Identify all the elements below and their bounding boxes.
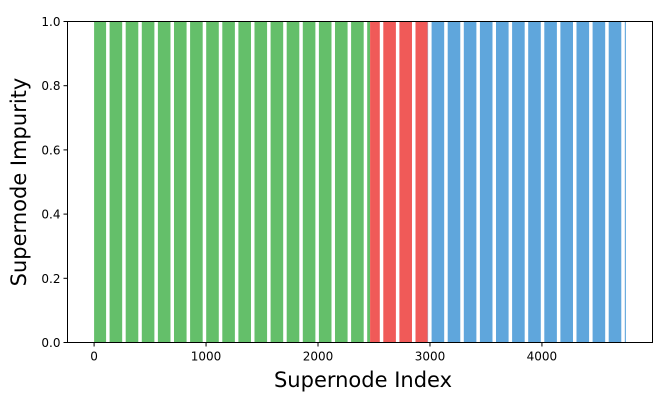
bar-gap — [267, 21, 271, 343]
x-tick-label: 0 — [90, 350, 98, 364]
bar-gap — [444, 21, 448, 343]
bar-gap — [395, 21, 400, 343]
x-ticks: 0 1000 2000 3000 4000 — [90, 342, 558, 364]
y-tick-label: 0.6 — [41, 143, 60, 157]
bar-gap — [476, 21, 480, 343]
bar-segment-0 — [94, 21, 371, 343]
bar-gap — [428, 21, 432, 343]
x-tick-label: 1000 — [191, 350, 222, 364]
bar-gap — [283, 21, 287, 343]
bar-gap — [315, 21, 319, 343]
y-tick-label: 1.0 — [41, 15, 60, 29]
bar-gap — [202, 21, 207, 343]
bar-gap — [122, 21, 126, 343]
bar-gap — [186, 21, 191, 343]
bar-gap — [556, 21, 561, 343]
bar-gap — [411, 21, 416, 343]
axes-frame — [67, 21, 653, 343]
x-tick-label: 2000 — [303, 350, 334, 364]
bar-gap — [234, 21, 239, 343]
bar-gap — [154, 21, 158, 343]
y-tick-label: 0.0 — [41, 336, 60, 350]
bar-gap — [363, 21, 368, 343]
bar-gap — [540, 21, 545, 343]
bars-group — [94, 21, 626, 343]
bar-gap — [524, 21, 529, 343]
x-axis-label: Supernode Index — [274, 368, 452, 392]
bar-gap — [106, 21, 110, 343]
bar-gap — [460, 21, 464, 343]
bar-gap — [299, 21, 303, 343]
bar-gap — [218, 21, 223, 343]
bar-gap — [379, 21, 384, 343]
y-axis-label: Supernode Impurity — [7, 78, 31, 287]
y-tick-label: 0.2 — [41, 272, 60, 286]
bar-gap — [589, 21, 593, 343]
x-tick-label: 4000 — [527, 350, 558, 364]
bar-gap — [508, 21, 513, 343]
bar-gap — [138, 21, 142, 343]
y-tick-label: 0.4 — [41, 208, 60, 222]
x-tick-label: 3000 — [415, 350, 446, 364]
bar-gap — [250, 21, 255, 343]
bar-gap — [170, 21, 174, 343]
y-tick-label: 0.8 — [41, 79, 60, 93]
bar-gap — [621, 21, 625, 343]
bar-gap — [492, 21, 496, 343]
bar-gap — [572, 21, 577, 343]
y-ticks: 0.0 0.2 0.4 0.6 0.8 1.0 — [41, 15, 68, 350]
bar-gap — [605, 21, 609, 343]
bar-gap — [331, 21, 335, 343]
bar-gap — [347, 21, 352, 343]
